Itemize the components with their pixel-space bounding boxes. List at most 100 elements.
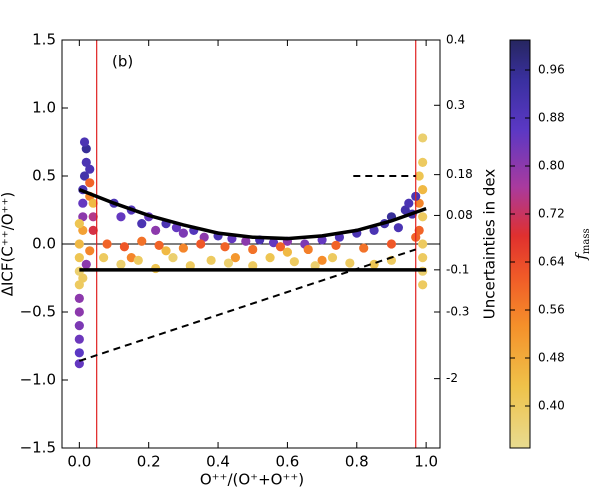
fit-curve	[78, 187, 427, 241]
scatter-point	[230, 253, 240, 263]
scatter-point	[126, 253, 136, 263]
y-tick-label: −0.5	[20, 303, 56, 321]
scatter-point	[74, 307, 84, 317]
scatter-point	[268, 238, 279, 248]
scatter-point	[400, 205, 410, 215]
scatter-point	[74, 293, 84, 303]
y-tick-label: 0.5	[32, 167, 56, 185]
colorbar-tick-label: 0.88	[538, 111, 565, 125]
scatter-point	[116, 212, 126, 222]
scatter-point	[81, 259, 91, 269]
x-tick-label: 0.0	[67, 453, 91, 471]
y-tick-label: −1.0	[20, 371, 56, 389]
colorbar-tick-label: 0.96	[538, 63, 565, 77]
scatter-point	[414, 171, 424, 181]
scatter-point	[418, 239, 428, 249]
colorbar-label-sub: mass	[581, 228, 592, 254]
scatter-point	[345, 258, 355, 268]
scatter-point	[220, 242, 230, 252]
scatter-point	[327, 253, 338, 263]
scatter-point	[248, 261, 258, 271]
colorbar-tick-label: 0.64	[538, 255, 565, 269]
scatter-point	[199, 232, 209, 242]
colorbar-label: fmass	[572, 228, 592, 260]
scatter-point	[418, 280, 428, 290]
scatter-point	[196, 239, 206, 249]
scatter-point	[79, 171, 90, 181]
scatter-point	[151, 225, 161, 235]
scatter-point	[282, 247, 293, 257]
scatter-point	[74, 280, 84, 290]
colorbar-tick-label: 0.56	[538, 303, 565, 317]
scatter-point	[418, 133, 428, 143]
scatter-point	[74, 348, 84, 358]
colorbar	[509, 39, 531, 449]
panel-label: (b)	[112, 53, 133, 71]
scatter-point	[74, 321, 84, 331]
scatter-point	[418, 253, 428, 263]
scatter-point	[418, 212, 428, 222]
scatter-point	[248, 244, 258, 255]
y-tick-label: 1.5	[32, 31, 56, 49]
scatter-point	[79, 137, 90, 147]
scatter-point	[74, 239, 84, 249]
scatter-point	[133, 255, 143, 265]
scatter-point	[88, 198, 98, 208]
scatter-point	[119, 242, 130, 252]
colorbar-label-main: f	[572, 252, 590, 261]
scatter-point	[161, 246, 171, 256]
scatter-point	[185, 261, 195, 271]
axes-layer: 0.0 0.2 0.4 0.6 0.8 1.0 −1.5 −1.0 −0.5 0.0 0.5 1.0 1…	[20, 31, 565, 471]
y2-axis-label: Uncertainties in dex	[481, 169, 499, 320]
y2-tick-label: 0.08	[446, 208, 473, 222]
scatter-point	[88, 225, 98, 235]
x-axis-label: O⁺⁺/(O⁺+O⁺⁺)	[200, 471, 304, 489]
scatter-point	[137, 236, 147, 246]
scatter-point	[206, 255, 216, 265]
x-tick-label: 0.8	[345, 453, 369, 471]
x-tick-label: 1.0	[414, 453, 438, 471]
scatter-point	[178, 243, 188, 253]
scatter-point	[414, 198, 424, 208]
scatter-point	[154, 240, 164, 250]
scatter-point	[275, 242, 286, 252]
scatter-point	[418, 157, 428, 167]
scatter-point	[78, 273, 88, 283]
scatter-point	[241, 236, 251, 246]
y2-tick-label: 0.4	[446, 33, 465, 47]
scatter-point	[310, 261, 320, 271]
scatter-point	[116, 259, 126, 269]
y2-tick-label: 0.18	[446, 167, 473, 181]
colorbar-tick-label: 0.72	[538, 207, 565, 221]
scatter-point	[418, 185, 428, 195]
scatter-point	[137, 219, 147, 229]
colorbar-tick-label: 0.80	[538, 159, 565, 173]
scatter-point	[88, 212, 98, 222]
x-tick-label: 0.4	[206, 453, 230, 471]
scatter-point	[393, 223, 403, 233]
y2-tick-label: 0.3	[446, 98, 465, 112]
y-tick-label: −1.5	[20, 439, 56, 457]
scatter-point	[102, 239, 112, 249]
scatter-point	[85, 164, 95, 174]
scatter-point	[289, 257, 299, 267]
y-tick-label: 1.0	[32, 99, 56, 117]
scatter-point	[78, 198, 88, 208]
y-tick-label: 0.0	[32, 235, 56, 253]
y2-tick-label: -0.3	[446, 305, 469, 319]
scatter-point	[386, 239, 397, 249]
scatter-point	[168, 253, 178, 263]
scatter-point	[74, 219, 84, 229]
scatter-point	[78, 212, 88, 222]
scatter-point	[414, 225, 424, 235]
scatter-point	[331, 240, 341, 250]
y-axis-label: ΔICF(C⁺⁺/O⁺⁺)	[0, 192, 17, 297]
y2-tick-label: -2	[446, 371, 458, 385]
scatter-point	[178, 228, 188, 238]
scatter-point	[223, 258, 234, 268]
scatter-point	[265, 253, 275, 263]
scatter-point	[74, 253, 84, 263]
scatter-point	[78, 225, 88, 235]
y2-tick-label: -0.1	[446, 262, 469, 276]
colorbar-tick-label: 0.40	[538, 399, 565, 413]
